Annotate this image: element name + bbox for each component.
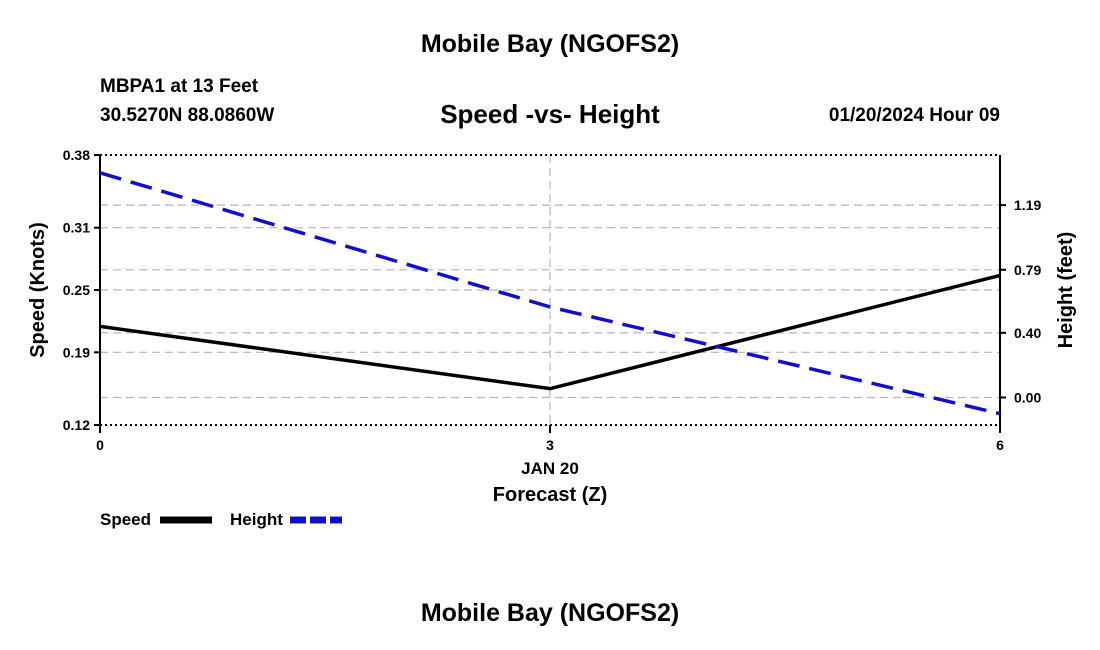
- x-tick-label: 6: [996, 437, 1004, 453]
- y-axis-title-right: Height (feet): [1055, 232, 1077, 349]
- legend-label-height: Height: [230, 510, 283, 529]
- series-line-height: [99, 171, 1001, 416]
- y-axis-title-left: Speed (Knots): [27, 222, 49, 358]
- x-tick-label: 3: [546, 437, 554, 453]
- station-label: MBPA1 at 13 Feet: [100, 76, 259, 97]
- y-tick-label-left: 0.12: [63, 417, 90, 433]
- station-coordinates: 30.5270N 88.0860W: [100, 105, 275, 126]
- series-line-speed: [99, 273, 1001, 391]
- chart-subtitle: Speed -vs- Height: [440, 99, 660, 129]
- y-tick-label-left: 0.25: [63, 282, 90, 298]
- x-axis-title: Forecast (Z): [493, 484, 607, 506]
- x-date-label: JAN 20: [521, 459, 579, 478]
- y-tick-label-left: 0.38: [63, 147, 90, 163]
- legend-label-speed: Speed: [100, 510, 151, 529]
- chart-title: Mobile Bay (NGOFS2): [420, 30, 680, 58]
- forecast-timestamp: 01/20/2024 Hour 09: [828, 105, 1000, 126]
- y-tick-label-left: 0.31: [63, 220, 90, 236]
- y-tick-label-right: 0.00: [1014, 390, 1041, 406]
- y-tick-label-right: 0.40: [1014, 325, 1041, 341]
- second-chart-title: Mobile Bay (NGOFS2): [420, 599, 680, 627]
- y-tick-label-left: 0.19: [63, 344, 90, 360]
- x-tick-label: 0: [96, 437, 104, 453]
- y-tick-label-right: 1.19: [1014, 197, 1041, 213]
- y-tick-label-right: 0.79: [1014, 262, 1041, 278]
